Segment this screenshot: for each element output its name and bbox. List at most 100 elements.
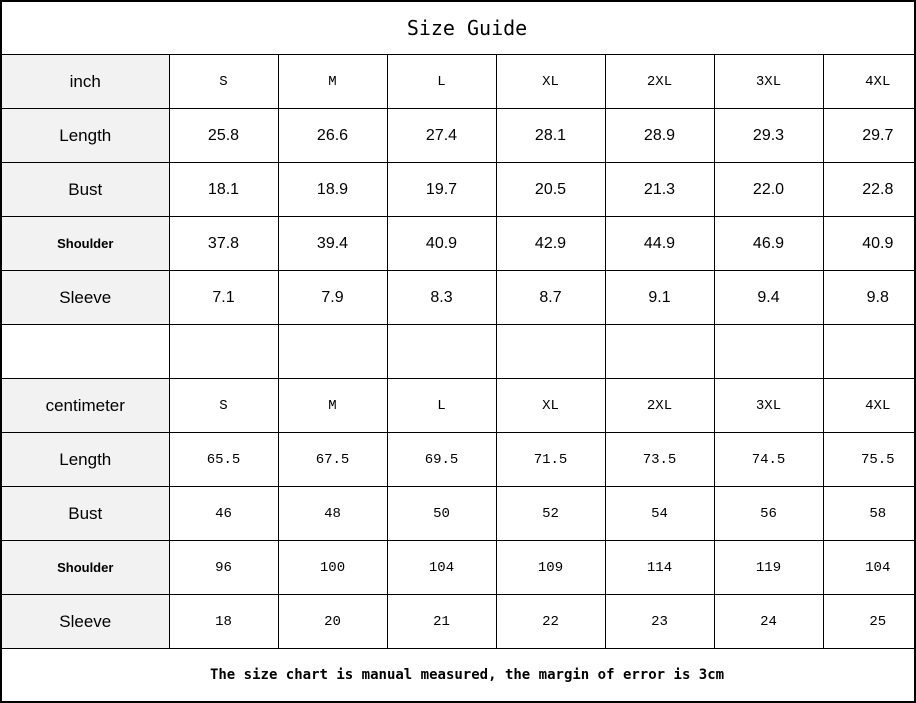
empty-cell [168,324,279,379]
measurement-cell: 46.9 [713,216,824,271]
measurement-cell: 22.0 [713,162,824,217]
row-label: Sleeve [2,270,170,325]
measurement-cell: 39.4 [277,216,388,271]
measurement-cell: 23 [604,594,715,649]
row-label: Bust [2,486,170,541]
size-header: 2XL [604,54,715,109]
row-label: Length [2,432,170,487]
table-row: Bust 46 48 50 52 54 56 58 [2,486,914,541]
measurement-cell: 42.9 [495,216,606,271]
measurement-cell: 8.7 [495,270,606,325]
measurement-cell: 28.9 [604,108,715,163]
empty-cell [822,324,914,379]
measurement-cell: 71.5 [495,432,606,487]
empty-cell [604,324,715,379]
row-label: Shoulder [2,540,170,595]
size-header: L [386,378,497,433]
measurement-cell: 56 [713,486,824,541]
measurement-cell: 48 [277,486,388,541]
measurement-cell: 24 [713,594,824,649]
table-row: Shoulder 37.8 39.4 40.9 42.9 44.9 46.9 40.9 [2,216,914,271]
size-header: L [386,54,497,109]
measurement-cell: 109 [495,540,606,595]
measurement-cell: 21.3 [604,162,715,217]
measurement-cell: 54 [604,486,715,541]
size-header: 4XL [822,54,914,109]
size-header: 3XL [713,54,824,109]
unit-label: inch [2,54,170,109]
table-row: Length 65.5 67.5 69.5 71.5 73.5 74.5 75.5 [2,432,914,487]
size-header: 4XL [822,378,914,433]
row-label: Bust [2,162,170,217]
spacer-row [2,324,914,379]
inch-header-row: inch S M L XL 2XL 3XL 4XL [2,54,914,109]
table-title: Size Guide [2,2,914,55]
row-label: Shoulder [2,216,170,271]
centimeter-header-row: centimeter S M L XL 2XL 3XL 4XL [2,378,914,433]
empty-cell [277,324,388,379]
measurement-cell: 18.1 [168,162,279,217]
measurement-cell: 44.9 [604,216,715,271]
measurement-cell: 27.4 [386,108,497,163]
size-header: M [277,54,388,109]
measurement-cell: 52 [495,486,606,541]
measurement-cell: 20 [277,594,388,649]
measurement-cell: 25 [822,594,914,649]
measurement-cell: 104 [386,540,497,595]
measurement-cell: 19.7 [386,162,497,217]
size-header: S [168,54,279,109]
measurement-cell: 67.5 [277,432,388,487]
measurement-cell: 25.8 [168,108,279,163]
measurement-cell: 7.1 [168,270,279,325]
measurement-cell: 20.5 [495,162,606,217]
measurement-cell: 73.5 [604,432,715,487]
measurement-cell: 9.1 [604,270,715,325]
measurement-cell: 28.1 [495,108,606,163]
measurement-cell: 104 [822,540,914,595]
table-row: Length 25.8 26.6 27.4 28.1 28.9 29.3 29.7 [2,108,914,163]
measurement-cell: 21 [386,594,497,649]
size-header: 3XL [713,378,824,433]
table-row: Sleeve 7.1 7.9 8.3 8.7 9.1 9.4 9.8 [2,270,914,325]
measurement-cell: 7.9 [277,270,388,325]
measurement-cell: 40.9 [386,216,497,271]
measurement-cell: 75.5 [822,432,914,487]
measurement-cell: 100 [277,540,388,595]
measurement-cell: 50 [386,486,497,541]
empty-cell [495,324,606,379]
measurement-cell: 9.4 [713,270,824,325]
size-header: S [168,378,279,433]
measurement-cell: 119 [713,540,824,595]
unit-label: centimeter [2,378,170,433]
measurement-cell: 26.6 [277,108,388,163]
table-row: Bust 18.1 18.9 19.7 20.5 21.3 22.0 22.8 [2,162,914,217]
measurement-cell: 8.3 [386,270,497,325]
measurement-cell: 114 [604,540,715,595]
measurement-cell: 37.8 [168,216,279,271]
table-row: Shoulder 96 100 104 109 114 119 104 [2,540,914,595]
measurement-cell: 29.3 [713,108,824,163]
measurement-cell: 74.5 [713,432,824,487]
footer-row: The size chart is manual measured, the m… [2,648,914,701]
size-header: M [277,378,388,433]
measurement-cell: 40.9 [822,216,914,271]
measurement-cell: 69.5 [386,432,497,487]
row-label: Sleeve [2,594,170,649]
row-label: Length [2,108,170,163]
table-row: Sleeve 18 20 21 22 23 24 25 [2,594,914,649]
measurement-cell: 9.8 [822,270,914,325]
measurement-cell: 18 [168,594,279,649]
empty-cell [386,324,497,379]
footer-note: The size chart is manual measured, the m… [2,648,914,701]
empty-cell [2,324,170,379]
size-header: XL [495,54,606,109]
size-header: 2XL [604,378,715,433]
measurement-cell: 46 [168,486,279,541]
measurement-cell: 96 [168,540,279,595]
measurement-cell: 58 [822,486,914,541]
measurement-cell: 65.5 [168,432,279,487]
measurement-cell: 29.7 [822,108,914,163]
empty-cell [713,324,824,379]
